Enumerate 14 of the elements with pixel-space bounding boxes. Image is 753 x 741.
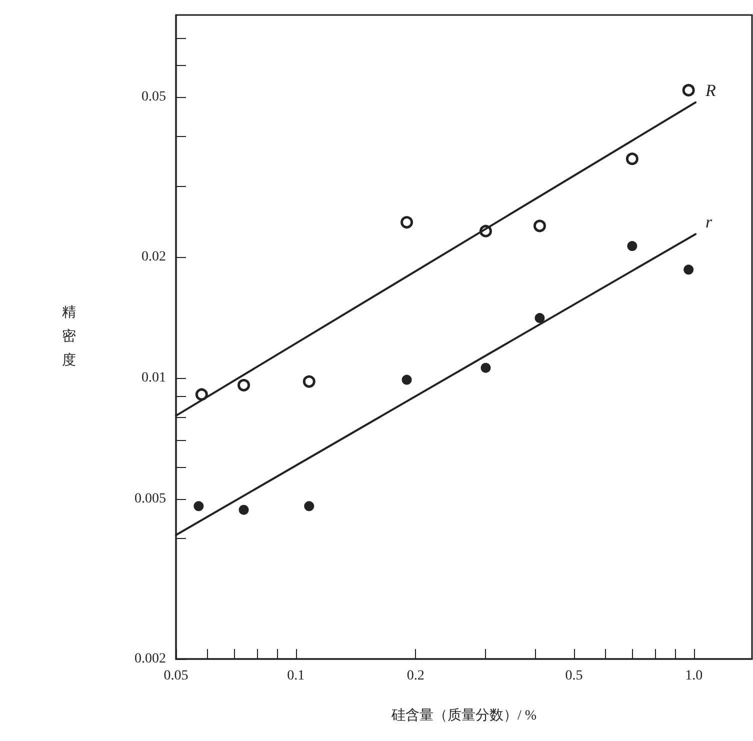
y-tick-label: 0.05 xyxy=(142,90,166,105)
x-tick-label: 1.0 xyxy=(685,668,703,684)
y-tick-label: 0.01 xyxy=(142,370,166,386)
series-label: r xyxy=(706,212,713,232)
y-axis-title: 精密度 xyxy=(62,304,76,368)
series-label: R xyxy=(704,80,717,100)
y-tick-label: 0.02 xyxy=(142,250,166,265)
x-tick-label: 0.2 xyxy=(406,668,424,684)
x-axis-title: 硅含量（质量分数）/ % xyxy=(390,708,537,724)
x-tick-label: 0.1 xyxy=(287,668,305,684)
x-tick-label: 0.5 xyxy=(565,668,583,684)
y-tick-label: 0.005 xyxy=(134,492,166,507)
y-tick-label: 0.002 xyxy=(134,652,166,666)
x-tick-label: 0.05 xyxy=(164,668,188,684)
